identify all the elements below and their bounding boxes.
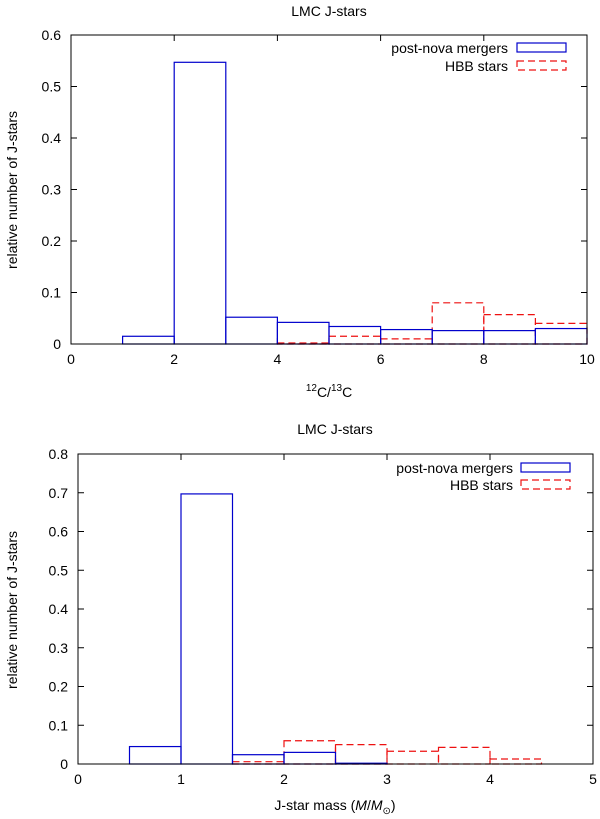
chart2-legend-swatch-hbb [520,479,571,490]
chart1-xtick-label: 0 [67,351,75,367]
chart1-bar-mergers-7 [431,330,485,345]
chart2-xtick-label: 1 [177,771,185,787]
chart1-bar-mergers-6 [380,328,433,345]
chart2-xtick-label: 5 [589,771,597,787]
chart1-ylabel: relative number of J-stars [4,111,20,269]
chart2-ticks: 0 1 2 3 4 5 0 0.1 0.2 0.3 0.4 0.5 0.6 0.7 0.8 [49,446,598,787]
chart1-bar-mergers-3 [225,316,279,345]
chart1-legend-swatch-hbb [516,60,567,71]
chart1-ticks: 0 2 4 6 8 10 0 0.1 0.2 0.3 0.4 0.5 0.6 [42,27,595,367]
chart2-xlabel-msun: M [371,797,383,813]
chart2-ytick-label: 0.2 [49,679,69,695]
chart2-xtick-label: 2 [280,771,288,787]
chart1-bars [121,61,588,345]
chart1-legend: post-nova mergers HBB stars [391,40,567,74]
chart2-ytick-label: 0.7 [49,485,69,501]
chart1-bar-hbb-9 [534,322,588,345]
chart1-xlabel-sup1: 12 [306,383,318,394]
chart1-title: LMC J-stars [291,3,366,19]
chart1-legend-label-mergers: post-nova mergers [391,40,508,56]
chart2-xlabel: J-star mass (M/M⊙) [274,797,395,817]
chart1-ytick-label: 0.1 [42,285,62,301]
chart-c12-c13-ratio: LMC J-stars relative number of J-stars 1… [4,3,595,400]
chart2-ytick-label: 0.3 [49,640,69,656]
chart2-ytick-label: 0.1 [49,717,69,733]
chart2-xlabel-post: ) [391,797,396,813]
chart2-title: LMC J-stars [297,421,372,437]
chart2-legend-label-mergers: post-nova mergers [396,460,513,476]
chart2-xtick-label: 0 [74,771,82,787]
chart2-bars [128,493,543,765]
chart2-bar-hbb-2.5 [334,744,388,765]
chart1-ytick-label: 0.5 [42,79,62,95]
chart2-xlabel-m: M [355,797,367,813]
chart2-xlabel-sun-symbol: ⊙ [383,806,391,817]
chart1-xtick-label: 4 [274,351,282,367]
chart-jstar-mass: LMC J-stars relative number of J-stars J… [4,421,597,817]
chart1-xlabel-tail: C [342,384,352,400]
chart1-bar-mergers-9 [534,327,588,345]
chart2-plot-frame [77,453,594,765]
chart1-ytick-label: 0 [53,336,61,352]
chart2-legend: post-nova mergers HBB stars [396,460,571,493]
chart1-bar-mergers-2 [173,61,227,345]
chart2-ylabel: relative number of J-stars [4,531,20,689]
chart1-xlabel-sup2: 13 [331,383,343,394]
chart2-bar-mergers-1.5 [231,754,285,765]
chart1-ytick-label: 0.3 [42,182,62,198]
chart1-xlabel-mid: C/ [317,384,331,400]
chart2-xtick-label: 4 [486,771,494,787]
chart2-xlabel-pre: J-star mass ( [274,797,355,813]
chart1-bar-mergers-8 [483,330,536,345]
chart1-ytick-label: 0.2 [42,233,62,249]
chart1-ytick-label: 0.6 [42,27,62,43]
chart1-xtick-label: 6 [377,351,385,367]
chart1-xlabel: 12C/13C [306,383,352,400]
chart1-legend-label-hbb: HBB stars [445,58,508,74]
chart1-plot-frame [70,34,588,345]
chart2-ytick-label: 0.8 [49,446,69,462]
chart2-bar-hbb-3.5 [437,746,491,765]
chart1-bar-mergers-4 [276,321,330,345]
chart2-legend-swatch-mergers [520,462,571,473]
chart2-ytick-label: 0.5 [49,562,69,578]
chart1-bar-mergers-5 [328,325,382,345]
chart1-bar-hbb-8 [483,314,536,345]
chart1-bar-mergers-1 [121,335,175,345]
chart1-bar-hbb-5 [328,335,382,345]
chart2-xtick-label: 3 [383,771,391,787]
chart2-bar-mergers-0.5 [128,745,182,765]
chart2-legend-label-hbb: HBB stars [450,477,513,493]
chart1-xtick-label: 10 [579,351,595,367]
chart2-ytick-label: 0 [60,756,68,772]
chart1-xtick-label: 2 [170,351,178,367]
chart1-legend-swatch-mergers [516,42,567,53]
chart2-bar-hbb-3 [386,750,440,765]
chart2-bar-mergers-2 [283,751,337,765]
chart2-xlabel-slash: / [367,797,371,813]
chart1-bar-hbb-6 [380,338,433,345]
chart1-xtick-label: 8 [480,351,488,367]
chart2-ytick-label: 0.6 [49,524,69,540]
chart2-ytick-label: 0.4 [49,601,69,617]
chart1-ytick-label: 0.4 [42,130,62,146]
chart2-bar-mergers-1 [180,493,234,765]
chart1-bar-hbb-7 [431,302,485,345]
chart2-bar-hbb-4 [489,758,543,765]
